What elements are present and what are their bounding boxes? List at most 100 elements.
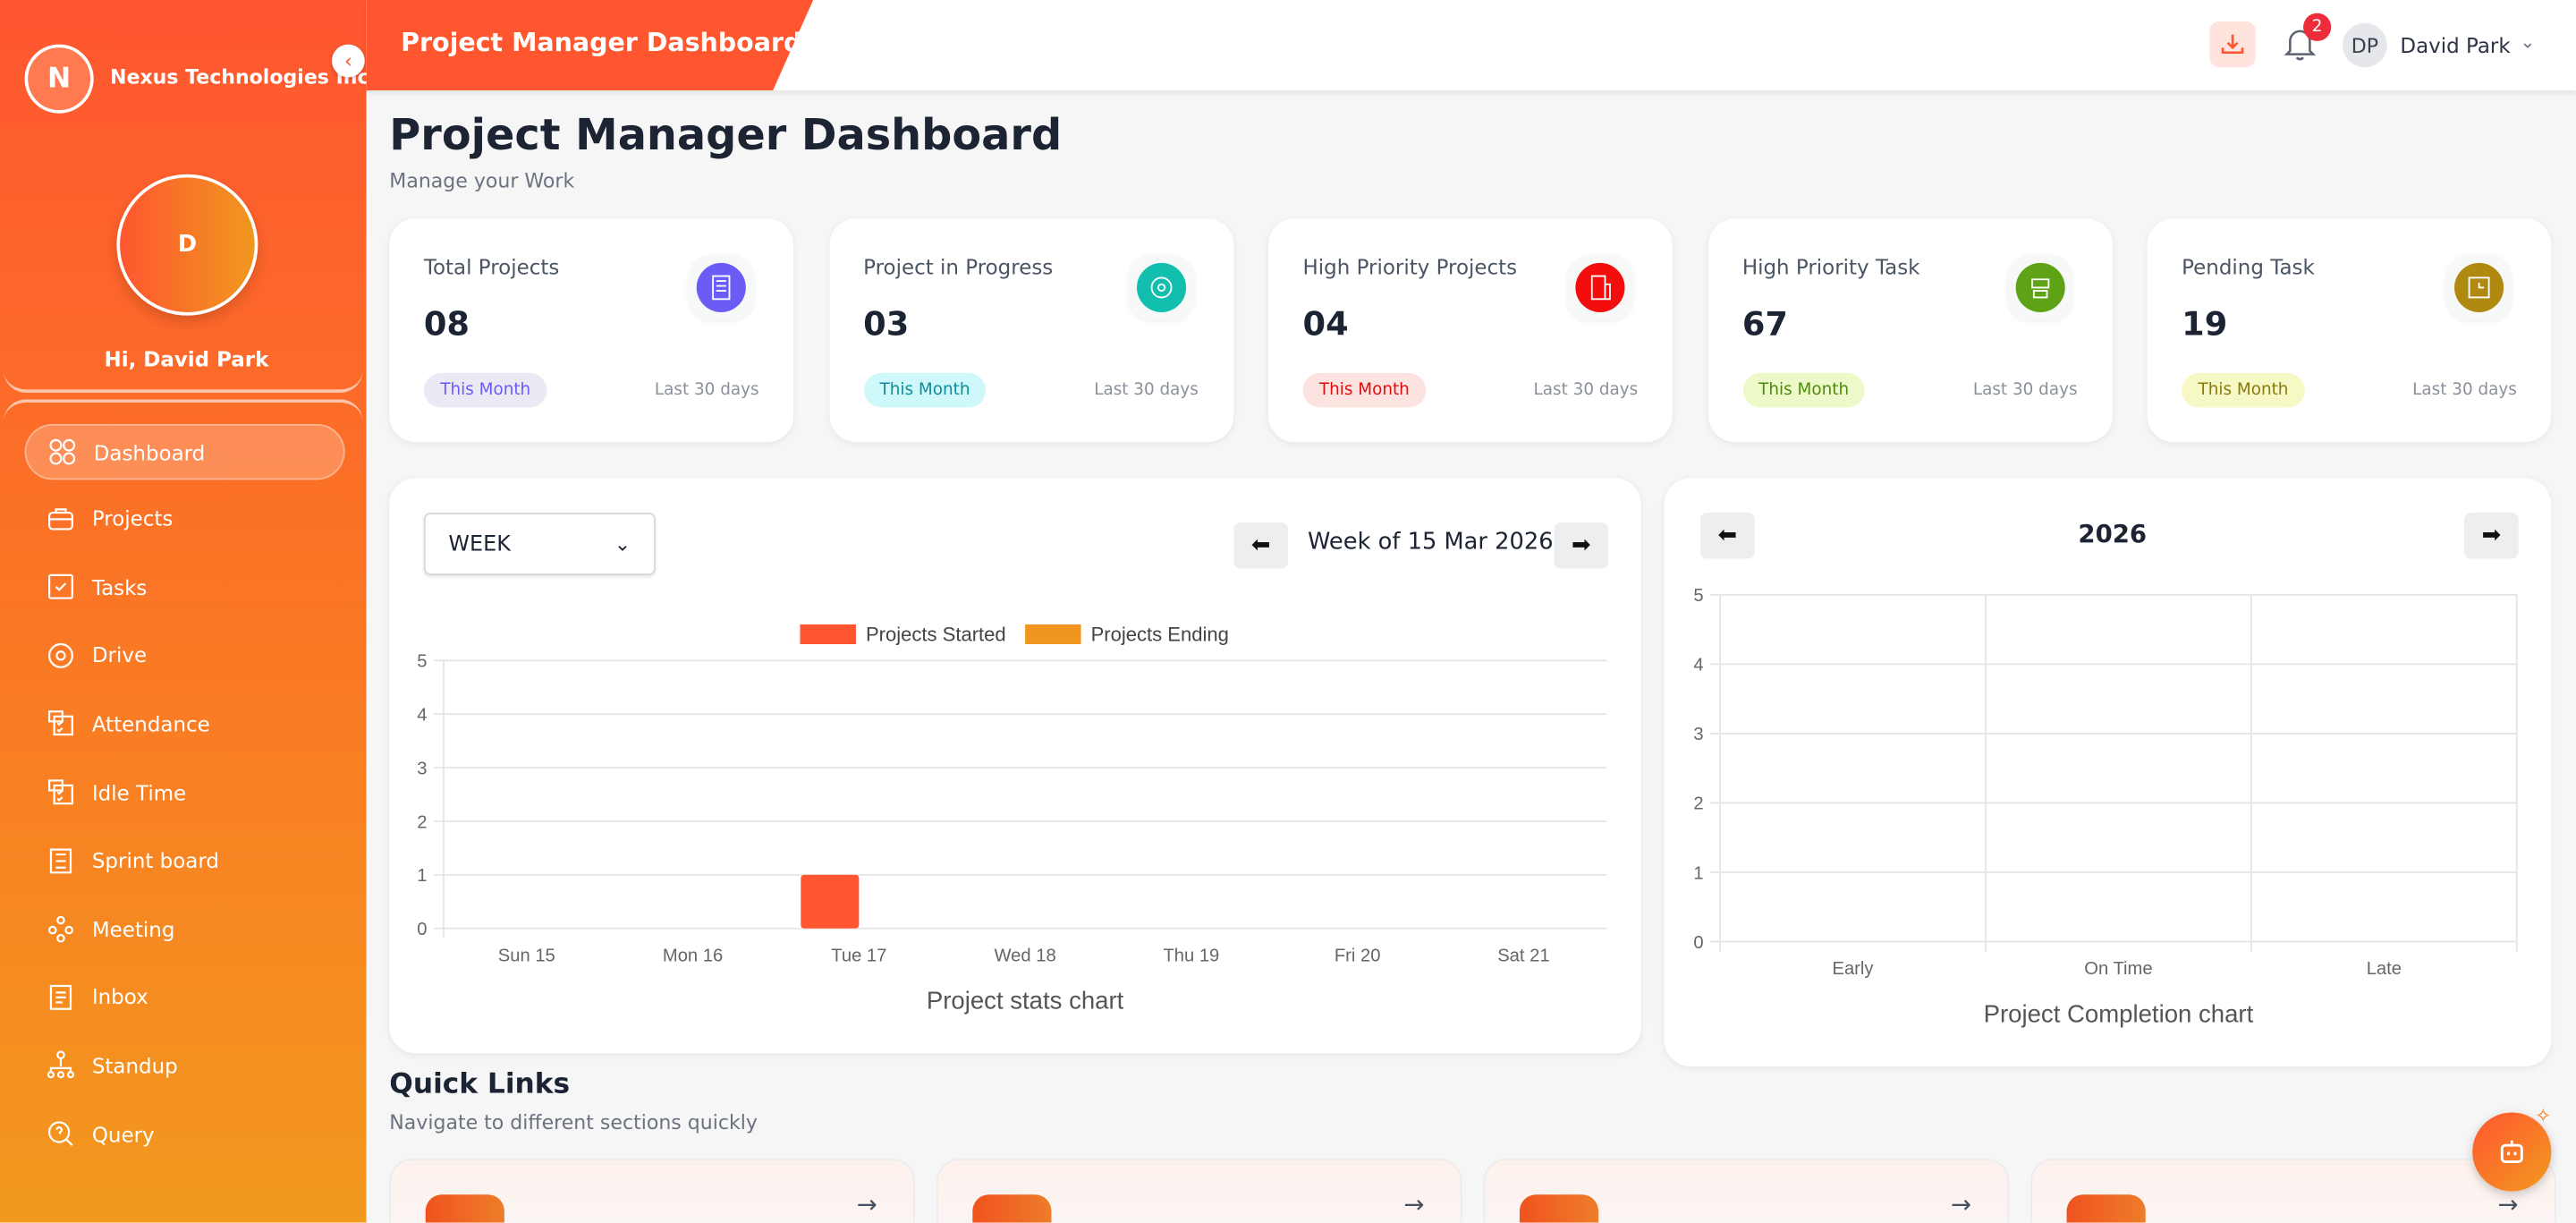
x-tick-label: Late xyxy=(2367,959,2402,979)
stat-card-project-in-progress[interactable]: Project in Progress 03 This Month Last 3… xyxy=(828,218,1233,443)
y-tick-label: 1 xyxy=(417,866,427,886)
stat-label: Project in Progress xyxy=(863,254,1054,280)
y-tick-label: 2 xyxy=(1693,794,1703,814)
stat-label: High Priority Projects xyxy=(1302,254,1518,280)
period-label: Last 30 days xyxy=(654,381,759,400)
stat-value: 04 xyxy=(1302,303,1349,344)
collapse-sidebar-button[interactable]: ‹ xyxy=(332,44,365,78)
prev-year-button[interactable]: ⬅ xyxy=(1699,513,1755,559)
quick-link-card[interactable]: → xyxy=(1483,1158,2010,1223)
checklist-icon xyxy=(696,262,746,312)
stat-icon-wrap xyxy=(1567,254,1633,321)
arrow-left-icon: ⬅ xyxy=(1717,522,1738,549)
year-label: 2026 xyxy=(2078,519,2148,549)
y-tick-label: 3 xyxy=(417,759,427,778)
chart-title: Project Completion chart xyxy=(1984,999,2254,1027)
arrow-right-icon: → xyxy=(2497,1189,2519,1219)
stat-label: High Priority Task xyxy=(1741,254,1920,280)
x-tick-label: Mon 16 xyxy=(663,946,723,965)
page-subtitle: Manage your Work xyxy=(389,169,575,192)
y-tick-label: 5 xyxy=(417,652,427,672)
sidebar-item-label: Idle Time xyxy=(91,779,187,805)
inbox-icon xyxy=(46,982,75,1012)
x-tick-label: Fri 20 xyxy=(1335,946,1381,965)
sidebar-item-query[interactable]: Query xyxy=(25,1108,342,1160)
report-icon xyxy=(1575,262,1625,312)
sidebar-item-sprint-board[interactable]: Sprint board xyxy=(25,834,342,887)
chevron-down-icon[interactable]: ⌄ xyxy=(2520,30,2536,53)
stat-card-total-projects[interactable]: Total Projects 08 This Month Last 30 day… xyxy=(389,218,794,443)
period-badge: This Month xyxy=(423,372,547,408)
x-tick-label: Sun 15 xyxy=(498,946,555,965)
legend-swatch xyxy=(1025,624,1081,644)
notification-badge: 2 xyxy=(2303,13,2332,41)
ai-assistant-button[interactable] xyxy=(2472,1112,2552,1192)
quick-link-card[interactable]: → xyxy=(936,1158,1462,1223)
arrow-left-icon: ⬅ xyxy=(1250,532,1271,559)
stat-icon-wrap xyxy=(2445,254,2512,321)
user-avatar[interactable]: D xyxy=(116,174,258,316)
stat-icon-wrap xyxy=(688,254,755,321)
stat-value: 67 xyxy=(1741,303,1788,344)
sidebar-item-idle-time[interactable]: Idle Time xyxy=(25,766,342,819)
next-week-button[interactable]: ➡ xyxy=(1554,522,1609,569)
drive-icon xyxy=(46,641,75,670)
sidebar-item-meeting[interactable]: Meeting xyxy=(25,903,342,955)
header-title: Project Manager Dashboard xyxy=(401,28,802,58)
sidebar-item-label: Query xyxy=(91,1121,155,1147)
sidebar-item-dashboard[interactable]: Dashboard xyxy=(24,423,345,480)
chevron-left-icon: ‹ xyxy=(343,49,352,72)
legend-label: Projects Started xyxy=(866,623,1006,645)
user-avatar-small[interactable]: DP xyxy=(2343,22,2387,68)
arrow-right-icon: → xyxy=(1950,1189,1972,1219)
stat-icon-wrap xyxy=(1127,254,1194,321)
hierarchy-icon xyxy=(46,1050,75,1080)
stat-value: 08 xyxy=(423,303,470,344)
checklist-icon xyxy=(46,709,75,738)
sidebar-item-attendance[interactable]: Attendance xyxy=(25,697,342,750)
next-year-button[interactable]: ➡ xyxy=(2464,513,2519,559)
arrow-right-icon: → xyxy=(856,1189,877,1219)
sidebar-item-inbox[interactable]: Inbox xyxy=(25,971,342,1023)
prev-week-button[interactable]: ⬅ xyxy=(1233,522,1288,569)
briefcase-icon xyxy=(46,504,75,533)
period-label: Last 30 days xyxy=(2412,381,2517,400)
download-button[interactable] xyxy=(2209,21,2256,68)
y-tick-label: 2 xyxy=(417,812,427,832)
stat-value: 19 xyxy=(2182,303,2228,344)
stat-card-high-priority-projects[interactable]: High Priority Projects 04 This Month Las… xyxy=(1267,218,1673,443)
y-tick-label: 3 xyxy=(1693,725,1703,744)
stat-card-pending-task[interactable]: Pending Task 19 This Month Last 30 days xyxy=(2147,218,2552,443)
quick-link-card[interactable]: → xyxy=(389,1158,916,1223)
sidebar-item-drive[interactable]: Drive xyxy=(25,629,342,682)
clock-icon xyxy=(2454,262,2504,312)
sidebar-item-standup[interactable]: Standup xyxy=(25,1040,342,1092)
greeting: Hi, David Park xyxy=(104,346,269,372)
arrow-right-icon: ➡ xyxy=(2481,522,2502,549)
company-name: Nexus Technologies Inc xyxy=(110,65,369,89)
legend-label: Projects Ending xyxy=(1091,623,1229,645)
sidebar-item-label: Drive xyxy=(91,642,148,668)
quick-links-subtitle: Navigate to different sections quickly xyxy=(389,1110,758,1134)
sidebar-item-projects[interactable]: Projects xyxy=(25,492,342,545)
x-tick-label: Thu 19 xyxy=(1163,946,1219,965)
gear-icon xyxy=(1136,262,1186,312)
user-name[interactable]: David Park xyxy=(2400,32,2511,58)
top-header: Project Manager Dashboard 2 DP David Par… xyxy=(366,0,2576,91)
quick-links-title: Quick Links xyxy=(389,1067,571,1101)
sidebar-item-tasks[interactable]: Tasks xyxy=(25,561,342,614)
chevron-down-icon: ⌄ xyxy=(614,532,631,556)
sidebar-item-label: Attendance xyxy=(91,711,210,736)
quick-link-icon xyxy=(425,1194,504,1223)
stat-card-high-priority-task[interactable]: High Priority Task 67 This Month Last 30… xyxy=(1707,218,2113,443)
period-badge: This Month xyxy=(1741,372,1866,408)
board-icon xyxy=(46,845,75,875)
task-icon xyxy=(2014,262,2064,312)
query-icon xyxy=(46,1119,75,1149)
x-tick-label: Wed 18 xyxy=(994,946,1055,965)
sparkle-icon: ✧ xyxy=(2535,1104,2552,1127)
range-select-value: WEEK xyxy=(448,531,511,556)
range-select[interactable]: WEEK ⌄ xyxy=(423,513,656,575)
quick-link-card[interactable]: → xyxy=(2030,1158,2556,1223)
